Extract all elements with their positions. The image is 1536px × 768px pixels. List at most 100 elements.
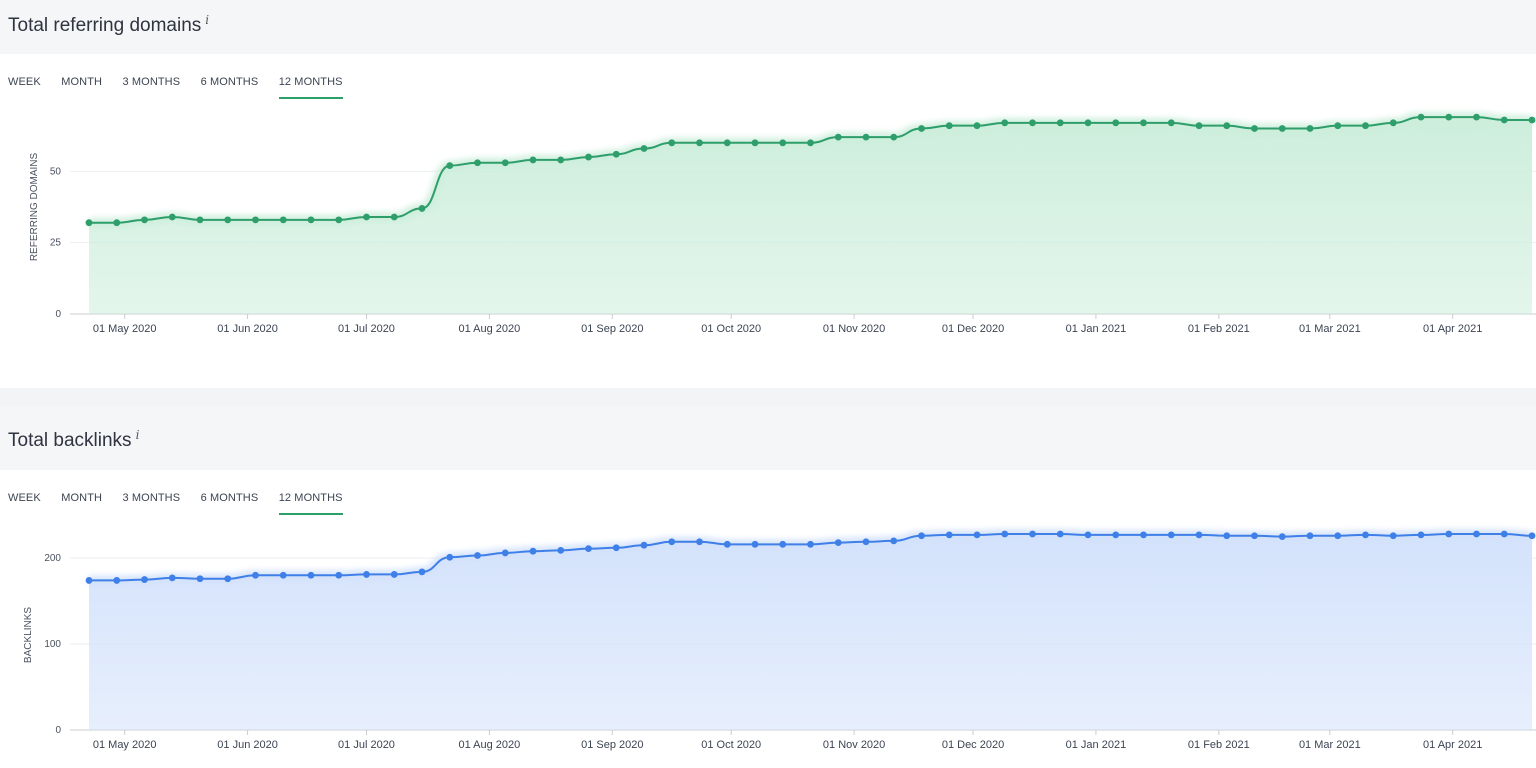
data-point[interactable] (1528, 116, 1536, 124)
tab-3-months[interactable]: 3 MONTHS (122, 76, 181, 88)
data-point[interactable] (418, 568, 426, 576)
data-point[interactable] (1001, 530, 1009, 538)
data-point[interactable] (335, 216, 343, 224)
data-point[interactable] (1084, 531, 1092, 539)
data-point[interactable] (1112, 531, 1120, 539)
data-point[interactable] (363, 571, 370, 578)
data-point[interactable] (557, 546, 565, 554)
data-point[interactable] (751, 540, 759, 548)
data-point[interactable] (585, 153, 592, 161)
data-point[interactable] (224, 216, 232, 224)
data-point[interactable] (696, 139, 703, 147)
data-point[interactable] (446, 553, 454, 561)
data-point[interactable] (85, 577, 93, 584)
data-point[interactable] (1306, 532, 1314, 540)
data-point[interactable] (834, 133, 842, 141)
tab-6-months[interactable]: 6 MONTHS (200, 76, 259, 88)
data-point[interactable] (1167, 119, 1175, 127)
data-point[interactable] (918, 532, 925, 540)
data-point[interactable] (834, 539, 842, 547)
data-point[interactable] (1362, 531, 1369, 539)
data-point[interactable] (1140, 119, 1147, 127)
data-point[interactable] (85, 219, 93, 227)
data-point[interactable] (113, 219, 121, 227)
data-point[interactable] (1029, 530, 1036, 538)
tab-3-months[interactable]: 3 MONTHS (122, 492, 181, 504)
data-point[interactable] (1389, 119, 1397, 127)
data-point[interactable] (918, 125, 925, 132)
data-point[interactable] (1251, 125, 1258, 132)
data-point[interactable] (1167, 531, 1175, 539)
data-point[interactable] (612, 150, 620, 158)
data-point[interactable] (1084, 119, 1092, 127)
data-point[interactable] (196, 216, 204, 224)
data-point[interactable] (1029, 119, 1036, 127)
data-point[interactable] (1001, 119, 1009, 127)
data-point[interactable] (890, 537, 898, 545)
data-point[interactable] (418, 205, 426, 212)
data-point[interactable] (1278, 533, 1286, 540)
data-point[interactable] (1251, 532, 1258, 540)
data-point[interactable] (696, 538, 703, 546)
tab-week[interactable]: WEEK (8, 492, 41, 504)
data-point[interactable] (1445, 530, 1453, 538)
tab-month[interactable]: MONTH (61, 76, 103, 88)
data-point[interactable] (501, 159, 509, 167)
data-point[interactable] (1223, 532, 1231, 540)
tab-12-months[interactable]: 12 MONTHS (278, 76, 343, 99)
data-point[interactable] (1362, 122, 1369, 130)
data-point[interactable] (862, 133, 870, 141)
data-point[interactable] (1056, 119, 1064, 127)
data-point[interactable] (779, 139, 787, 147)
data-point[interactable] (1278, 125, 1286, 132)
data-point[interactable] (1334, 532, 1342, 540)
data-point[interactable] (1140, 531, 1147, 539)
data-point[interactable] (252, 216, 259, 224)
data-point[interactable] (1473, 530, 1480, 538)
data-point[interactable] (390, 571, 398, 578)
data-point[interactable] (446, 162, 454, 170)
data-point[interactable] (1417, 113, 1425, 121)
data-point[interactable] (862, 538, 870, 546)
data-point[interactable] (279, 216, 287, 224)
data-point[interactable] (890, 133, 898, 141)
info-icon[interactable]: i (135, 428, 140, 442)
data-point[interactable] (945, 531, 953, 539)
data-point[interactable] (1223, 122, 1231, 130)
data-point[interactable] (113, 577, 121, 584)
data-point[interactable] (723, 540, 731, 548)
data-point[interactable] (141, 576, 148, 583)
data-point[interactable] (807, 139, 814, 147)
data-point[interactable] (224, 575, 232, 583)
data-point[interactable] (945, 122, 953, 130)
data-point[interactable] (585, 545, 592, 553)
data-point[interactable] (252, 571, 259, 579)
data-point[interactable] (640, 145, 648, 152)
data-point[interactable] (168, 574, 176, 582)
data-point[interactable] (196, 575, 204, 583)
data-point[interactable] (168, 213, 176, 221)
data-point[interactable] (363, 213, 370, 221)
data-point[interactable] (1500, 530, 1508, 538)
tab-12-months[interactable]: 12 MONTHS (278, 492, 343, 515)
data-point[interactable] (501, 549, 509, 557)
data-point[interactable] (307, 571, 315, 579)
data-point[interactable] (612, 544, 620, 552)
data-point[interactable] (640, 541, 648, 549)
data-point[interactable] (390, 213, 398, 221)
data-point[interactable] (1473, 113, 1480, 121)
data-point[interactable] (668, 139, 676, 147)
data-point[interactable] (1417, 531, 1425, 539)
data-point[interactable] (723, 139, 731, 147)
data-point[interactable] (807, 540, 814, 548)
data-point[interactable] (1195, 122, 1203, 130)
data-point[interactable] (141, 216, 148, 224)
tab-month[interactable]: MONTH (61, 492, 103, 504)
data-point[interactable] (474, 159, 481, 167)
data-point[interactable] (1500, 116, 1508, 124)
data-point[interactable] (668, 538, 676, 546)
data-point[interactable] (1306, 125, 1314, 132)
data-point[interactable] (529, 547, 537, 555)
data-point[interactable] (973, 122, 981, 130)
data-point[interactable] (1445, 113, 1453, 121)
